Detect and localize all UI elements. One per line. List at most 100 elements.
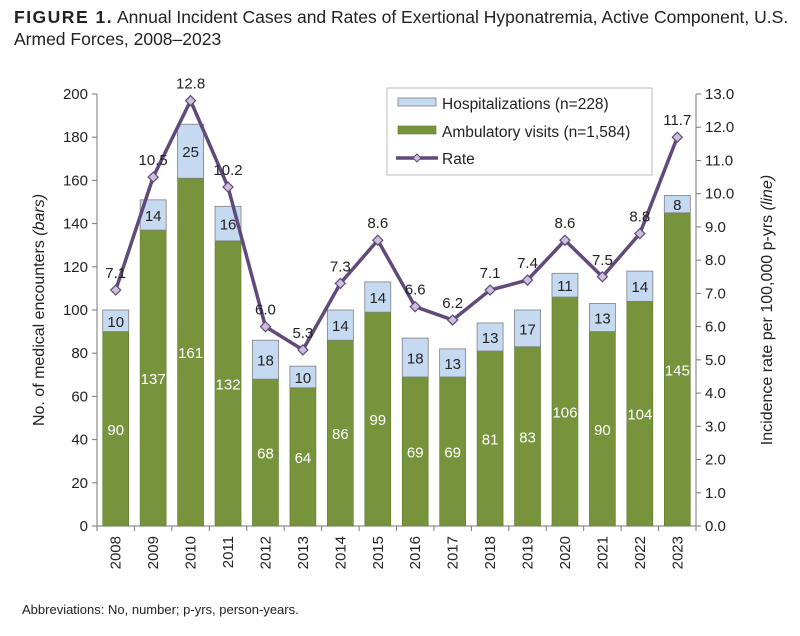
rate-marker [409,300,422,313]
hospitalization-bar [102,309,130,333]
x-tick-label: 2020 [557,536,574,569]
hospitalization-value-label: 10 [107,314,124,331]
rate-value-label: 8.8 [629,209,650,226]
right-tick-label: 10.0 [705,186,734,203]
rate-value-label: 5.3 [292,325,313,342]
rate-marker [109,284,122,296]
rate-value-label: 7.3 [330,258,351,275]
rate-value-label: 7.1 [480,265,501,282]
ambulatory-value-label: 69 [444,444,461,461]
hospitalization-value-label: 8 [673,197,681,214]
hospitalization-value-label: 13 [444,356,461,373]
right-tick-label: 7.0 [705,285,726,302]
rate-marker [484,284,496,296]
ambulatory-value-label: 161 [178,345,203,362]
ambulatory-bar [139,229,167,527]
rate-value-label: 12.8 [176,76,205,93]
left-axis-title-italic: (bars) [31,194,48,236]
x-tick-label: 2015 [370,536,387,569]
hospitalization-bar [551,272,579,298]
left-tick-label: 160 [63,172,88,189]
x-tick-label: 2014 [332,536,349,569]
left-tick-label: 80 [71,345,88,362]
rate-value-label: 7.1 [105,265,126,282]
rate-marker [446,314,459,326]
right-tick-label: 0.0 [705,518,726,535]
hospitalization-value-label: 14 [369,290,386,307]
ambulatory-value-label: 86 [332,426,349,443]
ambulatory-value-label: 99 [369,412,386,429]
x-tick-label: 2010 [183,536,200,569]
ambulatory-bar [626,301,654,527]
ambulatory-bar [551,296,579,527]
x-tick-label: 2023 [669,536,686,569]
rate-value-label: 11.7 [663,112,691,129]
rate-line [114,98,679,352]
title-text: Annual Incident Cases and Rates of Exert… [14,7,789,49]
ambulatory-value-label: 90 [107,422,124,439]
hospitalization-value-label: 18 [257,353,274,370]
left-axis-title: No. of medical encounters (bars) [31,194,48,426]
rate-marker [147,171,160,183]
x-tick-label: 2016 [407,536,424,569]
rate-marker [222,181,234,193]
rate-value-label: 8.6 [367,215,388,232]
ambulatory-bar [401,376,429,527]
rate-marker [184,94,197,107]
x-tick-label: 2018 [482,536,499,569]
rate-marker [334,277,347,290]
left-tick-label: 140 [63,216,88,233]
ambulatory-bar [364,311,392,527]
left-tick-label: 100 [63,302,88,319]
ambulatory-bar [177,177,204,527]
right-tick-label: 11.0 [705,152,733,169]
left-tick-label: 60 [71,388,88,405]
footnote: Abbreviations: No, number; p-yrs, person… [22,602,299,617]
legend-marker-rate [412,153,422,163]
hospitalization-value-label: 13 [594,311,611,328]
hospitalization-value-label: 11 [557,278,573,295]
rate-marker [297,344,309,356]
left-tick-label: 120 [63,259,88,276]
figure-title: FIGURE 1. Annual Incident Cases and Rate… [14,6,790,50]
hospitalization-value-label: 10 [295,370,312,387]
hospitalization-value-label: 14 [332,318,349,335]
rate-value-label: 7.5 [592,252,613,269]
right-tick-label: 13.0 [705,86,734,103]
right-tick-label: 3.0 [705,418,726,435]
right-tick-label: 1.0 [705,485,726,502]
x-tick-label: 2021 [594,536,611,569]
hospitalization-bar [589,303,616,332]
hospitalization-bar [514,309,541,348]
hospitalization-bar [401,337,429,378]
rate-marker [559,234,571,247]
ambulatory-value-label: 83 [519,429,536,446]
legend-label-rate: Rate [442,151,475,168]
hospitalization-value-label: 14 [632,279,649,296]
rate-value-label: 6.2 [442,295,463,312]
hospitalization-bar [626,270,654,302]
left-tick-label: 20 [71,475,88,492]
left-tick-label: 180 [63,129,88,146]
x-tick-label: 2017 [445,536,462,569]
hospitalization-bar [439,348,467,378]
hospitalization-bar [289,365,317,389]
rate-marker [259,320,272,333]
rate-value-label: 6.0 [255,302,276,319]
hospitalization-value-label: 16 [220,217,237,234]
right-tick-label: 6.0 [705,319,726,336]
x-tick-label: 2011 [220,536,237,568]
hospitalization-bar [177,123,204,179]
left-tick-label: 200 [63,86,88,103]
x-tick-label: 2008 [108,536,125,569]
ambulatory-bar [514,346,541,527]
ambulatory-value-label: 132 [216,376,241,393]
right-axis-title: Incidence rate per 100,000 p-yrs (line) [759,175,776,445]
ambulatory-bar [289,387,317,527]
rate-value-label: 6.6 [405,282,426,299]
hospitalization-value-label: 13 [482,330,499,347]
rate-marker [371,234,384,247]
rate-value-label: 7.4 [517,255,538,272]
